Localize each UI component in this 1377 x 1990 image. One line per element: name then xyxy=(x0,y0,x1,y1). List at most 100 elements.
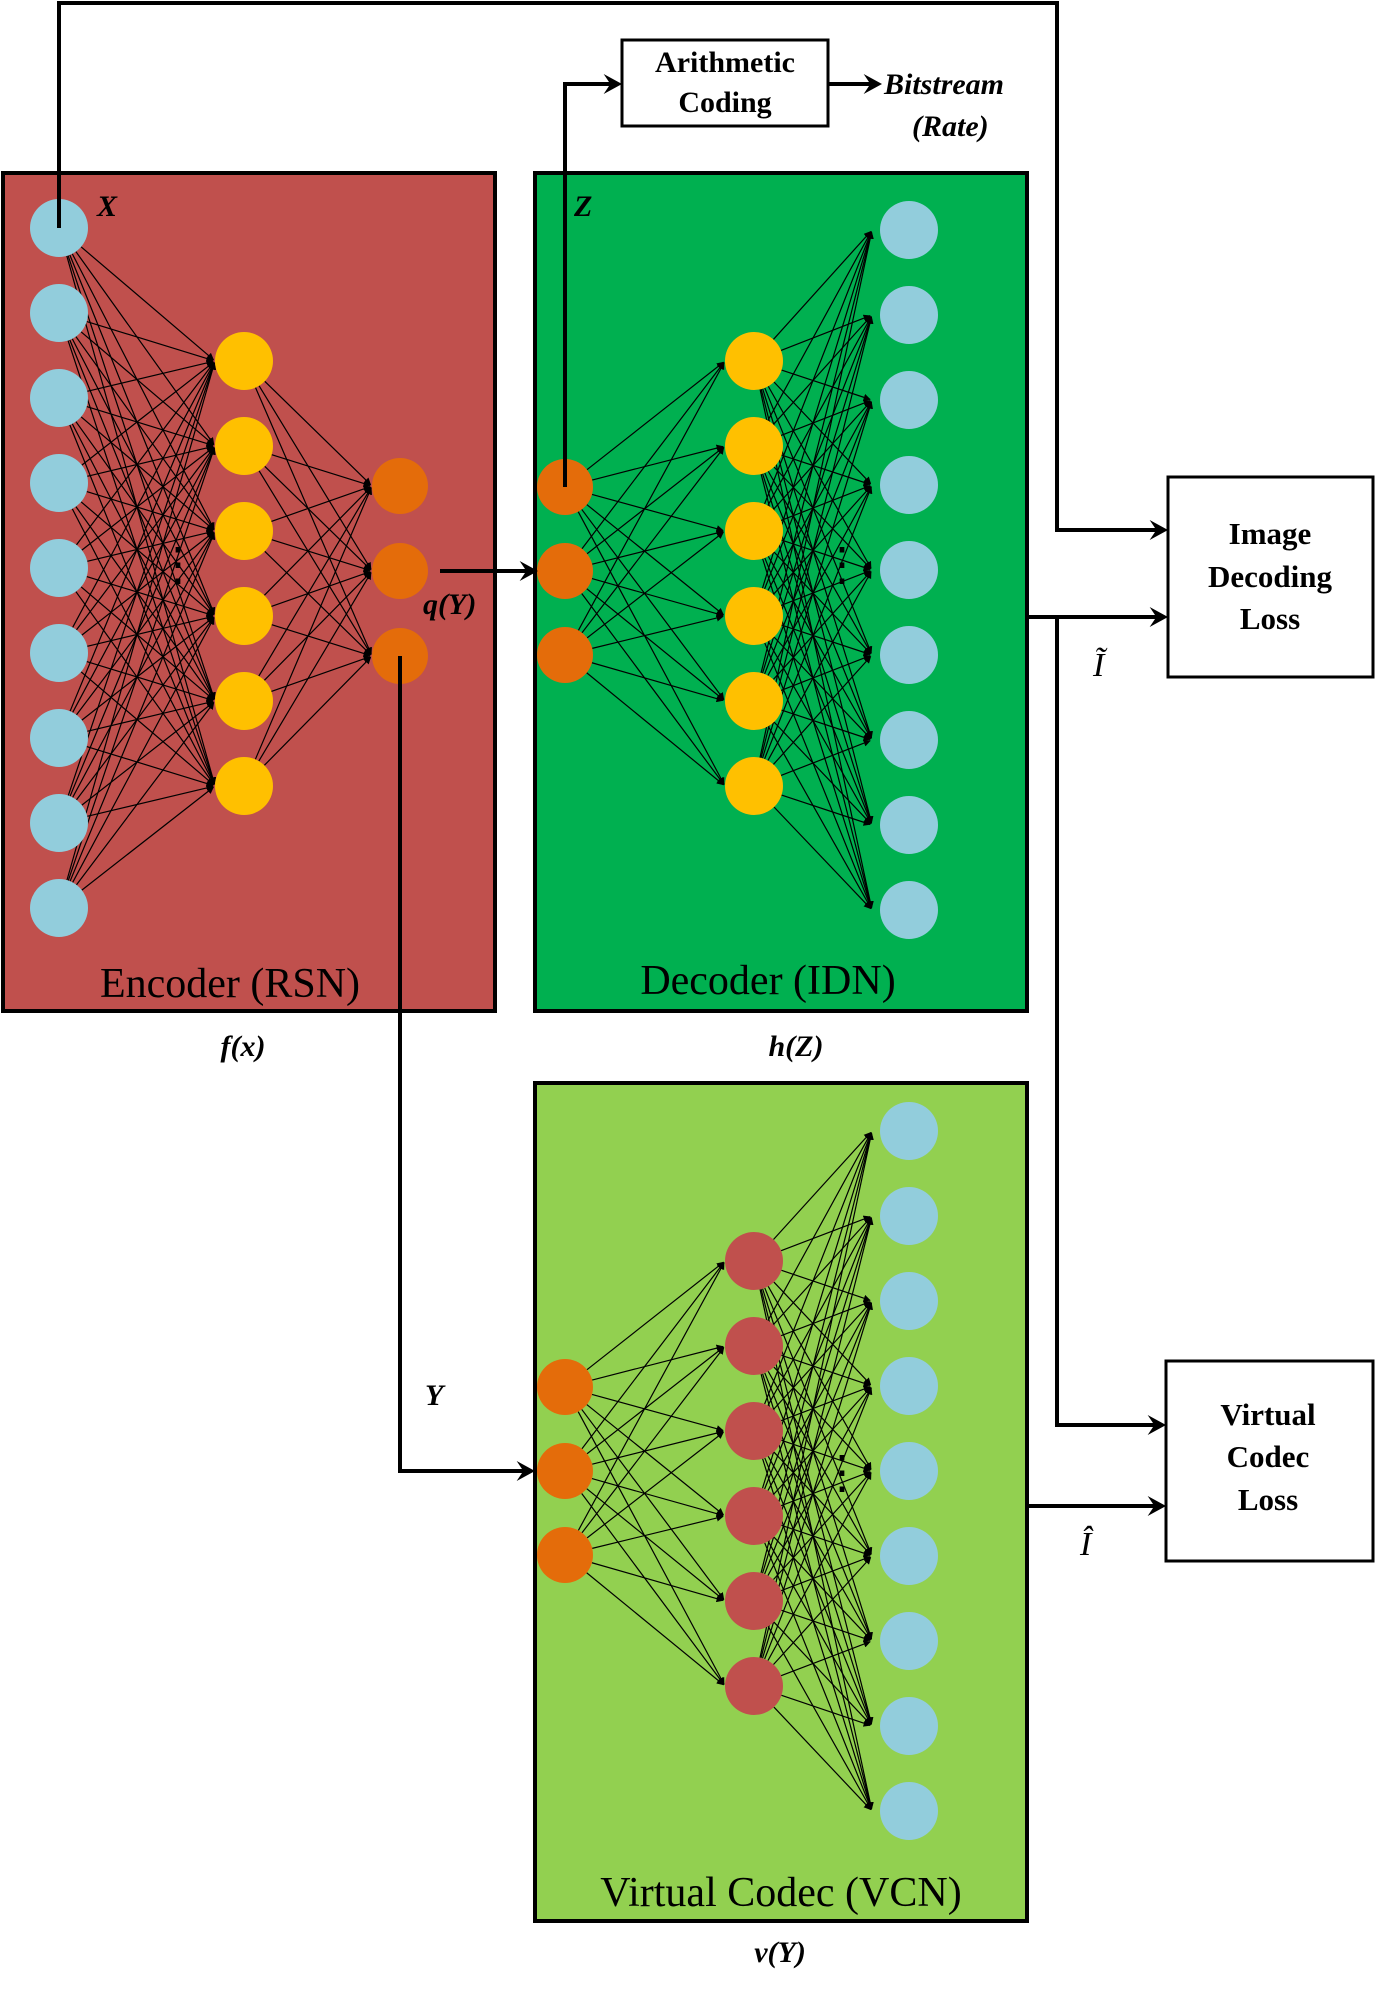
encoder-hidden-node xyxy=(215,332,273,390)
encoder-edge xyxy=(263,571,372,681)
vcn-edge xyxy=(591,1344,724,1381)
encoder-edge xyxy=(81,531,214,636)
z-to-arithmetic-connector xyxy=(563,74,622,487)
encoder-edge xyxy=(80,416,215,531)
encoder-edge xyxy=(80,246,215,361)
vcn-edge xyxy=(773,1451,872,1556)
decoder-hidden-node xyxy=(725,502,783,560)
decoder-edge xyxy=(772,570,872,680)
encoder-edge xyxy=(69,424,216,785)
vcn-edge xyxy=(780,1385,871,1422)
vcn-edge xyxy=(773,1281,872,1386)
encoder-edge xyxy=(71,338,215,615)
vcn-edge xyxy=(780,1640,871,1677)
vcn-edge xyxy=(581,1347,725,1534)
encoder-edge xyxy=(87,614,214,647)
vc-loss-label-line2: Codec xyxy=(1227,1439,1310,1474)
vcn-edge xyxy=(764,1542,873,1810)
vcn-edge xyxy=(767,1370,872,1555)
encoder-edge xyxy=(86,745,214,787)
vcn-edge xyxy=(764,1287,873,1555)
encoder-edge xyxy=(75,336,215,530)
vcn-edge xyxy=(780,1215,871,1252)
decoder-edge xyxy=(767,555,872,739)
decoder-title: Decoder (IDN) xyxy=(640,958,895,1004)
vcn-edge xyxy=(773,1386,872,1495)
vcn-edge xyxy=(764,1302,873,1575)
vcn-edge xyxy=(767,1455,872,1640)
decoder-edge xyxy=(591,493,724,533)
encoder-edge xyxy=(86,575,214,617)
encoder-edge xyxy=(271,454,371,487)
image-decoding-loss-box xyxy=(1166,475,1375,679)
decoder-output-ellipsis: ⋮ xyxy=(819,539,865,590)
vcn-edge xyxy=(577,1411,725,1685)
decoder-edge xyxy=(767,316,872,506)
vcn-edge xyxy=(592,1429,724,1465)
decoder-edge xyxy=(773,721,872,825)
decoder-edge xyxy=(767,571,872,761)
vcn-hidden-node xyxy=(725,1572,783,1630)
encoder-edge xyxy=(87,529,214,562)
decoder-edge xyxy=(781,369,871,401)
x-to-image-loss-connector xyxy=(57,1,1168,540)
qy-label: q(Y) xyxy=(423,588,476,621)
decoder-edge xyxy=(764,472,873,739)
encoder-edge xyxy=(254,387,372,655)
vcn-edge xyxy=(780,1555,871,1592)
decoder-edge xyxy=(591,578,724,618)
vcn-edge xyxy=(586,1346,724,1455)
encoder-input-node xyxy=(30,879,88,937)
encoder-input-node xyxy=(30,624,88,682)
bitstream-label: Bitstream xyxy=(883,68,1004,101)
decoder-edge xyxy=(773,466,872,570)
encoder-edge xyxy=(71,423,215,700)
decoder-edge xyxy=(586,531,724,639)
decoder-edge xyxy=(767,231,872,421)
arithmetic-coding-box xyxy=(620,38,830,128)
decoder-edge xyxy=(581,362,725,550)
vcn-output-node xyxy=(880,1357,938,1415)
decoder-output-node xyxy=(880,286,938,344)
encoder-edge xyxy=(75,421,215,615)
encoder-edge xyxy=(87,699,214,732)
vcn-title: Virtual Codec (VCN) xyxy=(600,1870,961,1916)
decoder-hidden-node xyxy=(725,332,783,390)
decoder-edge xyxy=(759,389,874,909)
vcn-edge xyxy=(781,1694,871,1727)
encoder-edge xyxy=(75,591,215,785)
encoder-hidden-node xyxy=(215,587,273,645)
flow-connectors xyxy=(57,1,1168,1516)
vcn-output-ellipsis: ⋮ xyxy=(819,1447,865,1498)
decoder-output-node xyxy=(880,371,938,429)
image-loss-label-line1: Image xyxy=(1229,516,1312,551)
vcn-edge xyxy=(773,1366,872,1471)
vcn-edge xyxy=(581,1493,725,1685)
encoder-edge xyxy=(75,617,215,801)
vcn-edge xyxy=(767,1387,872,1576)
encoder-hidden-node xyxy=(215,417,273,475)
encoder-edge xyxy=(81,361,214,466)
decoder-edge xyxy=(773,636,872,740)
decoder-edge xyxy=(592,614,724,649)
vcn-edge xyxy=(773,1216,872,1325)
decoder-edge xyxy=(586,446,724,555)
encoder-edge xyxy=(263,656,372,766)
decoder-edge xyxy=(577,511,725,785)
rate-label: (Rate) xyxy=(912,110,989,143)
vcn-edge xyxy=(764,1457,873,1725)
vcn-output-node xyxy=(880,1187,938,1245)
decoder-edge xyxy=(773,551,872,655)
i-hat-label: Î xyxy=(1079,1526,1094,1563)
vcn-edge xyxy=(773,1556,872,1665)
decoder-edge xyxy=(780,399,871,437)
encoder-edge xyxy=(67,362,216,796)
encoder-edge xyxy=(75,506,215,700)
encoder-code-node xyxy=(372,458,428,514)
decoder-edge xyxy=(780,484,871,522)
decoder-output-node xyxy=(880,456,938,514)
encoder-edge xyxy=(75,362,215,546)
encoder-input-node xyxy=(30,709,88,767)
vcn-edge xyxy=(767,1625,872,1810)
encoder-edge xyxy=(258,572,372,762)
